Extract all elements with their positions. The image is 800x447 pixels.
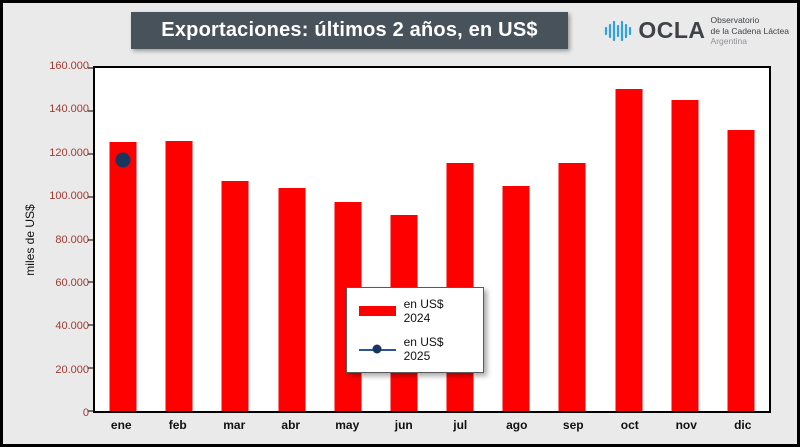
y-tick-mark xyxy=(88,367,94,369)
bar-dic-2024 xyxy=(727,130,755,411)
bar-feb-2024 xyxy=(165,141,193,411)
bar-abr-2024 xyxy=(278,188,306,411)
ocla-logo-text: OCLA xyxy=(638,17,706,44)
bar-slot-oct xyxy=(601,68,657,411)
y-tick-mark xyxy=(88,410,94,412)
x-tick-label-nov: nov xyxy=(675,418,697,432)
bar-slot-ago xyxy=(488,68,544,411)
x-tick-label-sep: sep xyxy=(562,418,584,432)
legend-swatch-2024 xyxy=(359,306,396,316)
legend-item-2025: en US$ 2025 xyxy=(359,335,471,363)
y-tick-mark xyxy=(88,110,94,112)
bar-slot-ene xyxy=(95,68,151,411)
y-tick-label-60.000: 60.000 xyxy=(55,276,89,289)
bar-nov-2024 xyxy=(671,100,699,411)
waveform-icon xyxy=(605,20,632,42)
x-tick-label-ago: ago xyxy=(506,418,528,432)
bar-slot-abr xyxy=(264,68,320,411)
x-tick-label-feb: feb xyxy=(168,418,187,432)
y-axis-labels: 0 20.000 40.000 60.000 80.000 100.000 120.000 1… xyxy=(37,60,89,419)
x-tick-label-oct: oct xyxy=(620,418,639,432)
y-tick-label-120.000: 120.000 xyxy=(49,146,89,159)
legend-label-2025: en US$ 2025 xyxy=(403,335,444,363)
y-tick-label-100.000: 100.000 xyxy=(49,190,89,203)
y-tick-mark xyxy=(88,239,94,240)
ocla-logo-subtext: Observatorio de la Cadena Láctea Argenti… xyxy=(711,15,789,47)
bars-layer xyxy=(95,68,769,411)
chart-title: Exportaciones: últimos 2 años, en US$ xyxy=(161,19,538,41)
x-tick-label-may: may xyxy=(335,418,360,432)
y-tick-label-80.000: 80.000 xyxy=(55,233,89,246)
logo-line-1: Observatorio xyxy=(710,15,760,25)
x-tick-label-dic: dic xyxy=(734,418,752,432)
legend-item-2024: en US$ 2024 xyxy=(359,297,471,325)
x-tick-label-ene: ene xyxy=(110,418,132,432)
y-tick-label-40.000: 40.000 xyxy=(55,320,89,333)
y-tick-label-20.000: 20.000 xyxy=(55,363,89,376)
x-tick-label-jul: jul xyxy=(453,418,468,432)
y-tick-label-0: 0 xyxy=(82,407,89,419)
bar-oct-2024 xyxy=(615,89,643,411)
x-axis-labels: ene feb mar abr may jun jul ago sep oct nov dic xyxy=(93,418,771,432)
y-tick-label-160.000: 160.000 xyxy=(49,60,89,72)
bar-slot-mar xyxy=(207,68,263,411)
y-tick-mark xyxy=(88,281,94,283)
x-tick-label-jun: jun xyxy=(394,418,413,432)
legend: en US$ 2024 en US$ 2025 xyxy=(346,287,484,373)
logo-line-2: de la Cadena Láctea xyxy=(710,25,789,36)
legend-dot-2025 xyxy=(372,344,382,354)
bar-slot-dic xyxy=(713,68,769,411)
y-axis-title: miles de US$ xyxy=(23,204,37,276)
y-tick-mark xyxy=(88,67,94,69)
bar-slot-sep xyxy=(544,68,600,411)
point-ene-2025 xyxy=(115,152,131,168)
bar-slot-nov xyxy=(657,68,713,411)
bar-ene-2024 xyxy=(109,141,137,411)
y-tick-mark xyxy=(88,153,94,155)
title-banner: Exportaciones: últimos 2 años, en US$ xyxy=(131,12,568,49)
x-tick-label-mar: mar xyxy=(223,418,246,432)
bar-slot-feb xyxy=(151,68,207,411)
legend-label-2024: en US$ 2024 xyxy=(403,297,444,325)
legend-swatch-2025 xyxy=(359,344,396,355)
x-tick-label-abr: abr xyxy=(281,418,301,432)
bar-sep-2024 xyxy=(558,163,586,411)
y-tick-label-140.000: 140.000 xyxy=(49,103,89,116)
y-tick-mark xyxy=(88,324,94,326)
y-tick-mark xyxy=(88,196,94,198)
ocla-logo: OCLA Observatorio de la Cadena Láctea Ar… xyxy=(603,15,789,47)
logo-line-3: Argentina xyxy=(710,36,747,47)
bar-mar-2024 xyxy=(221,180,249,411)
bar-ago-2024 xyxy=(502,185,530,411)
